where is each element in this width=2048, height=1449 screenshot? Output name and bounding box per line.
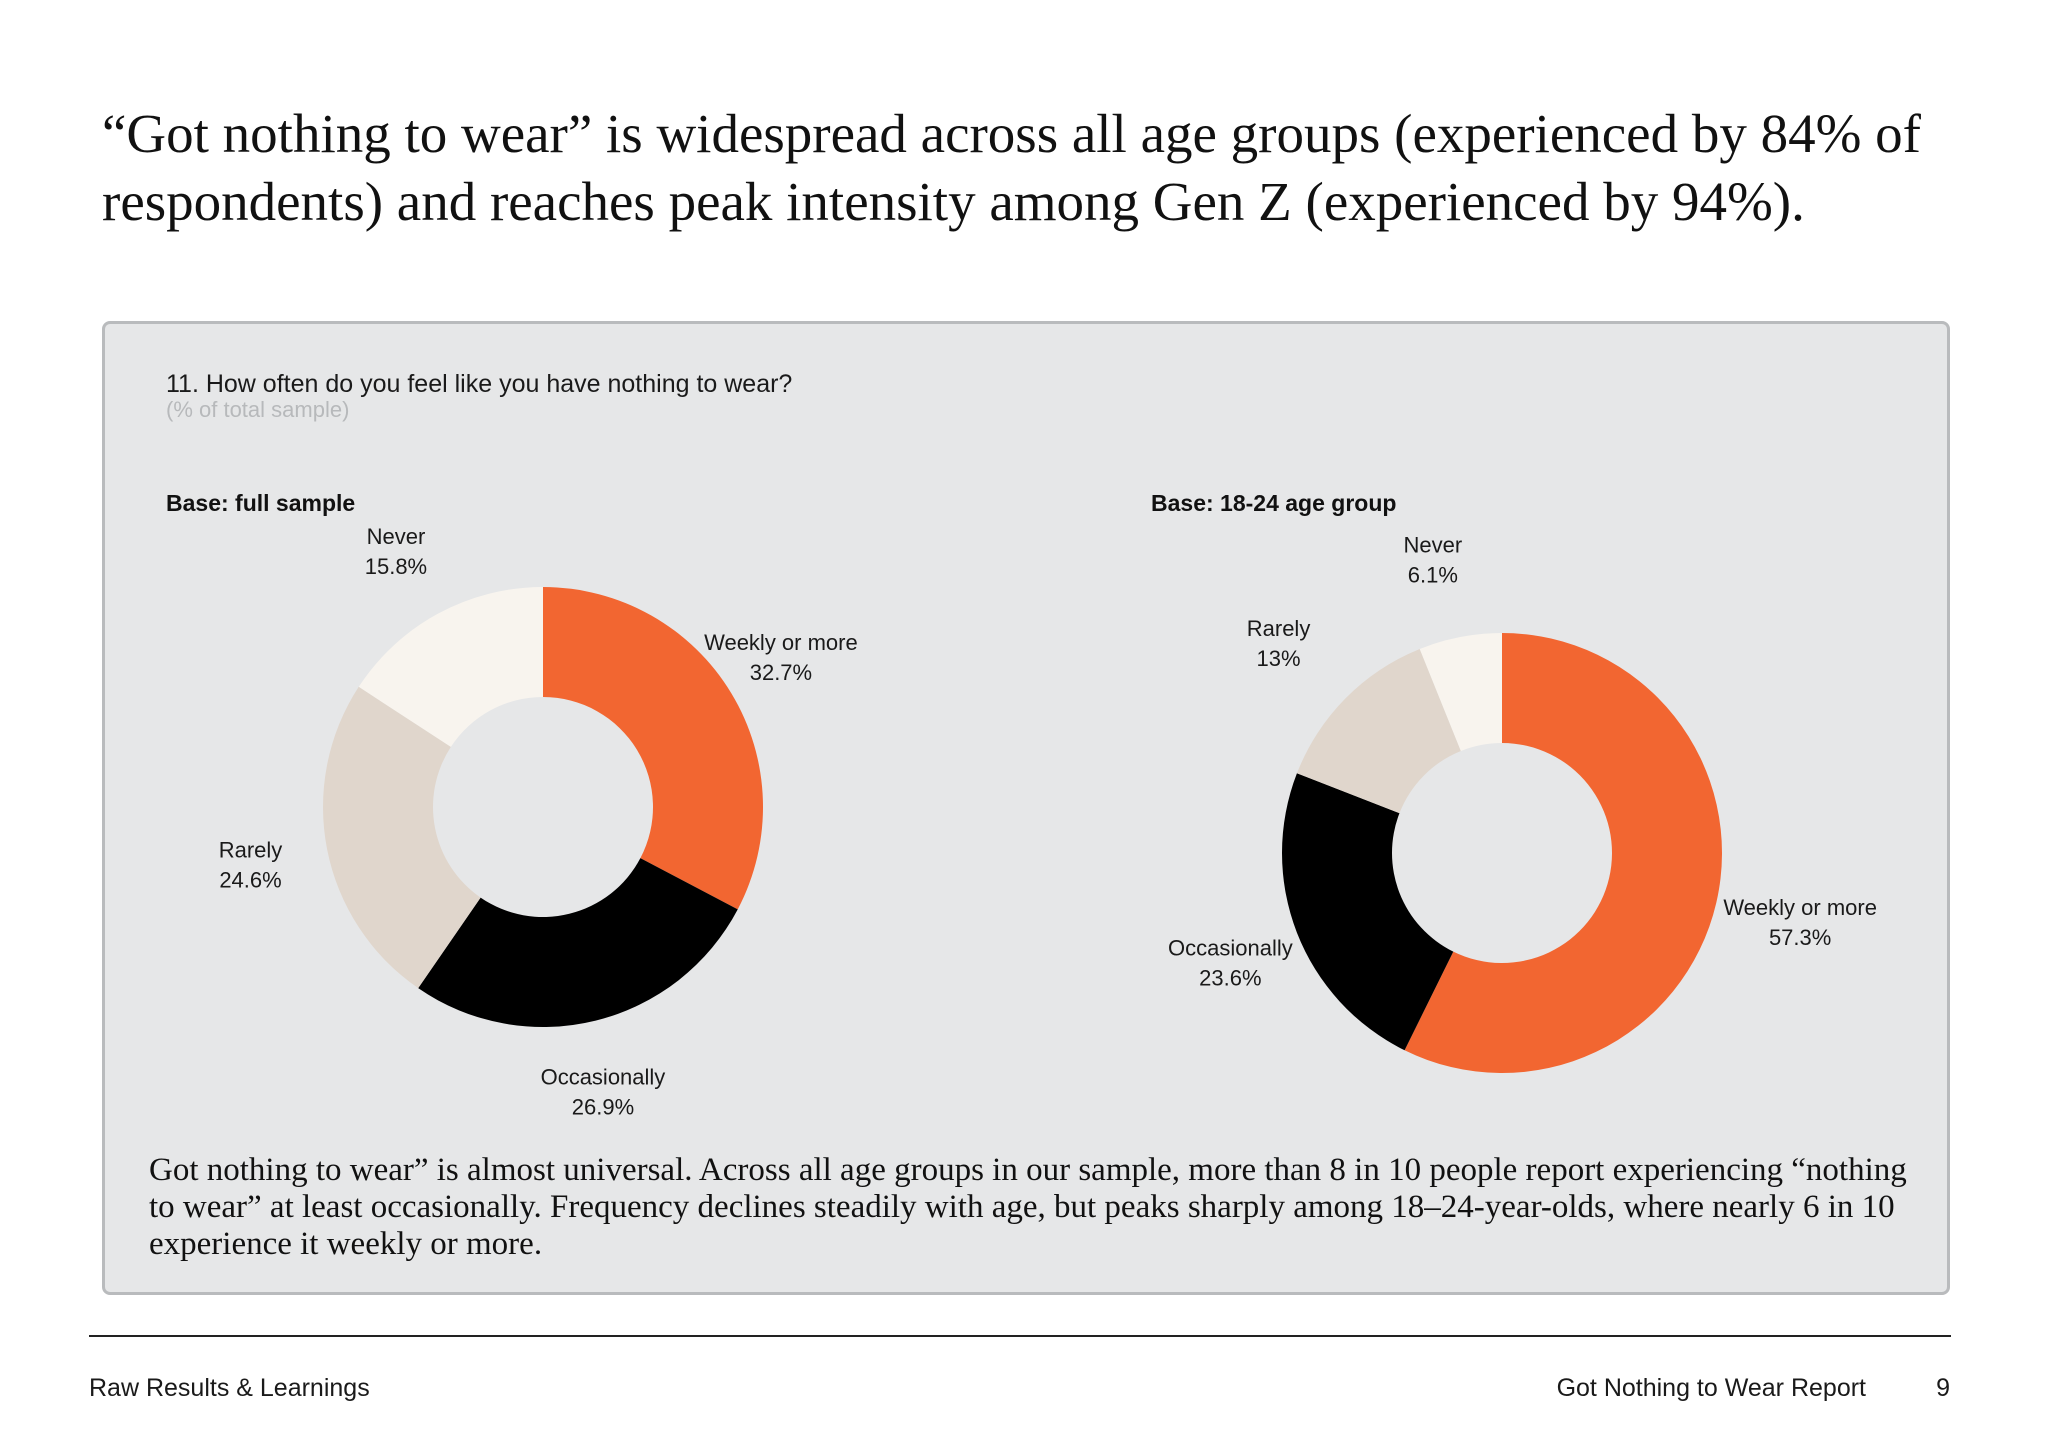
slice-weekly-or-more [1404,633,1722,1073]
slice-label-weekly-or-more: Weekly or more 32.7% [704,630,858,685]
slice-label-occasionally: Occasionally 23.6% [1168,936,1293,991]
slice-label-occasionally: Occasionally 26.9% [541,1064,666,1119]
slice-rarely [1296,648,1461,814]
footer-divider [89,1335,1951,1337]
slice-occasionally [1281,773,1454,1051]
slice-label-rarely: Rarely 24.6% [219,838,283,893]
chart-panel: 11. How often do you feel like you have … [102,321,1950,1295]
sample-note: (% of total sample) [166,397,350,422]
slice-never [1419,633,1502,751]
slice-rarely [323,686,481,989]
base-label-18-24: Base: 18-24 age group [1151,490,1397,516]
slice-label-never: Never 6.1% [1404,532,1463,587]
page-number: 9 [1936,1374,1950,1402]
donut-chart-full-sample: Weekly or more 32.7% Occasionally 26.9% Rare… [219,524,858,1119]
conclusion-text: Got nothing to wear” is almost universal… [149,1152,1907,1262]
slice-label-never: Never 15.8% [365,524,427,579]
slice-occasionally [418,858,738,1027]
page-headline: “Got nothing to wear” is widespread acro… [102,103,1921,232]
slice-label-rarely: Rarely 13% [1247,616,1311,671]
question-text: 11. How often do you feel like you have … [166,370,793,398]
slice-never [358,587,543,747]
donut-charts: Weekly or more 32.7% Occasionally 26.9% Rare… [219,524,1877,1119]
footer-report-title: Got Nothing to Wear Report [1556,1374,1866,1402]
footer-section-name: Raw Results & Learnings [89,1374,370,1402]
slice-label-weekly-or-more: Weekly or more 57.3% [1723,895,1877,950]
donut-chart-18-24: Weekly or more 57.3% Occasionally 23.6% Rare… [1168,532,1877,1073]
base-label-full-sample: Base: full sample [166,490,356,516]
slice-weekly-or-more [543,587,764,910]
